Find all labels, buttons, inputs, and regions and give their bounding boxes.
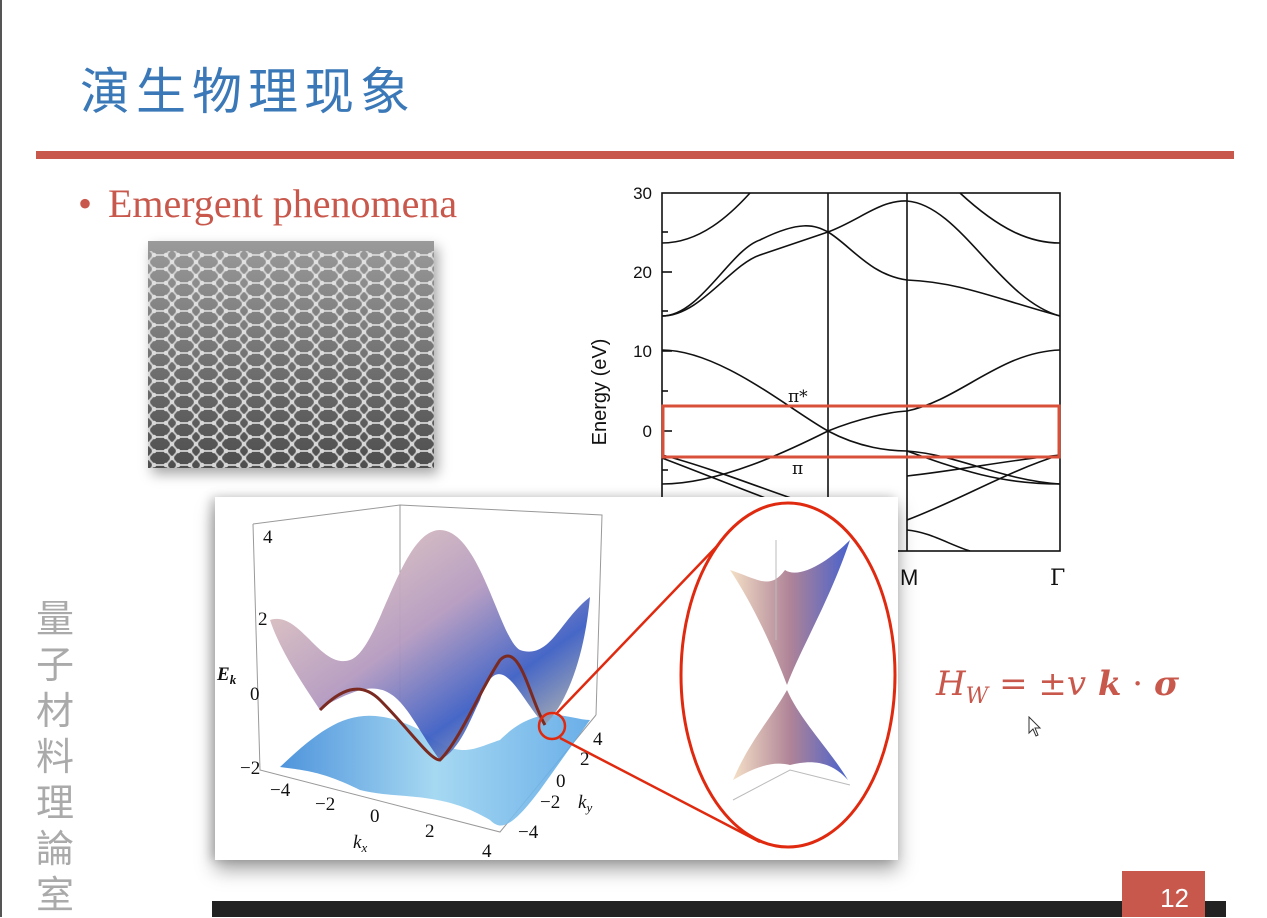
- y-tick: 4: [593, 729, 603, 750]
- mouse-cursor-icon: [1028, 716, 1042, 737]
- y-axis-label: ky: [578, 792, 592, 815]
- dispersion-3d-plot: 4 2 0 −2 −4 −2 0 2 4 4 2 0 −2 −4 Ek kx k…: [216, 501, 897, 862]
- y-tick: 0: [556, 771, 566, 792]
- band-line: [661, 349, 1061, 485]
- y-tick: 20: [633, 263, 652, 282]
- y-tick: −4: [518, 822, 539, 843]
- window-border: [0, 0, 2, 917]
- z-tick: 2: [258, 609, 268, 630]
- band-crossing-edge: [318, 654, 547, 762]
- weyl-hamiltonian-formula: HW = ±v k · σ: [936, 664, 1180, 709]
- title-divider: [36, 151, 1234, 159]
- y-tick: 30: [633, 184, 652, 203]
- bullet-item: • Emergent phenomena: [78, 180, 457, 227]
- x-axis-label: kx: [353, 832, 367, 855]
- zoom-connector-line: [559, 736, 761, 844]
- x-tick: 4: [482, 841, 492, 860]
- bullet-icon: •: [78, 181, 93, 226]
- dirac-point-highlight: [537, 711, 567, 741]
- lower-cone: [733, 690, 848, 780]
- z-tick: −2: [240, 758, 260, 779]
- pi-label: π: [792, 459, 803, 479]
- slideshow-bottom-bar: [212, 901, 1226, 917]
- x-tick-gamma: Γ: [1050, 566, 1065, 591]
- graphene-lattice-image: [148, 241, 434, 468]
- band-line: [661, 200, 1061, 317]
- band-line: [906, 454, 1061, 521]
- band-line: [959, 192, 1061, 244]
- band-line: [661, 225, 1061, 317]
- y-axis-label: Energy (eV): [589, 339, 611, 446]
- x-tick: −2: [315, 794, 335, 815]
- x-tick: 0: [370, 806, 380, 827]
- zoom-connector-line: [555, 519, 743, 715]
- dirac-cone-figure: 4 2 0 −2 −4 −2 0 2 4 4 2 0 −2 −4 Ek kx k…: [215, 497, 898, 862]
- upper-band-surface: [270, 530, 590, 760]
- y-tick: 10: [633, 342, 652, 361]
- x-tick: −4: [270, 780, 291, 801]
- band-line: [906, 529, 971, 552]
- y-tick: 2: [580, 749, 590, 770]
- upper-cone: [730, 540, 850, 685]
- bullet-text: Emergent phenomena: [108, 181, 458, 226]
- band-line: [661, 192, 751, 244]
- y-tick: −2: [540, 792, 560, 813]
- page-number: 12: [1122, 871, 1205, 917]
- x-tick-m: M: [900, 565, 918, 590]
- pi-star-label: π*: [788, 387, 808, 407]
- band-line: [661, 349, 1061, 485]
- y-tick: 0: [643, 422, 652, 441]
- z-tick: 0: [250, 684, 260, 705]
- dirac-region-highlight: [661, 404, 1061, 459]
- x-tick: 2: [425, 821, 435, 842]
- watermark-logo: 量子材料理論室: [35, 597, 74, 917]
- band-structure-chart: 30 20 10 0 Energy (eV) π* π M Γ: [589, 184, 1065, 591]
- z-tick: 4: [263, 527, 273, 548]
- lower-band-surface: [280, 715, 590, 826]
- slide-title: 演生物理现象: [80, 63, 416, 121]
- z-axis-label: Ek: [216, 664, 237, 687]
